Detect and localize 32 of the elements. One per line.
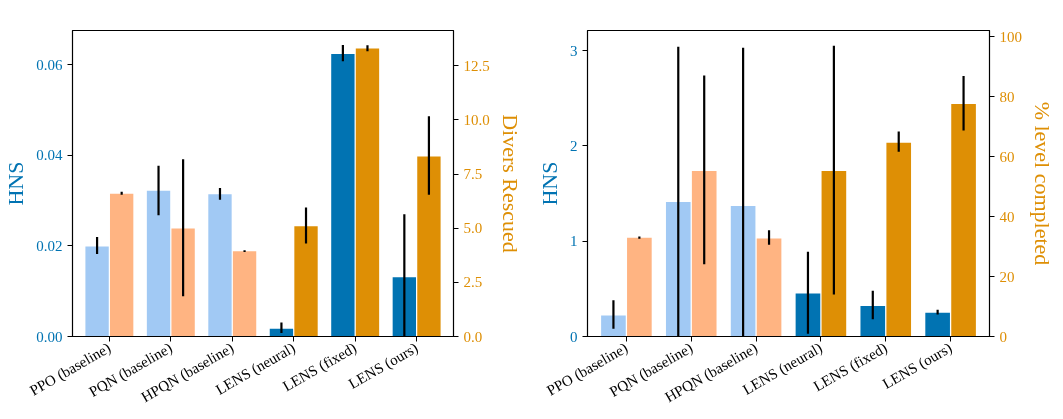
y2-tick-label: 2.5 — [463, 274, 483, 291]
y-tick-label: 0.02 — [36, 237, 63, 254]
y2-axis-title: % level completed — [1030, 101, 1055, 266]
y2-axis-title: Divers Rescued — [497, 114, 523, 253]
y2-tick-label: 12.5 — [463, 57, 490, 74]
y2-tick-label: 20 — [999, 268, 1015, 285]
bar — [294, 226, 318, 337]
y2-tick-label: 7.5 — [463, 166, 483, 183]
y-tick-label: 0.00 — [36, 328, 63, 345]
y-tick-label: 0.04 — [36, 147, 63, 164]
bar — [627, 237, 652, 337]
y2-tick-label: 0.0 — [463, 328, 483, 345]
y-tick-label: 1 — [570, 233, 578, 250]
y-tick-label: 0.06 — [36, 56, 63, 73]
bar — [860, 306, 886, 337]
y-axis-title: HNS — [3, 161, 29, 206]
bar — [821, 170, 847, 337]
y2-tick-label: 5.0 — [463, 220, 483, 237]
y-tick-label: 3 — [570, 42, 578, 59]
y2-tick-label: 0 — [999, 328, 1007, 345]
y2-tick-label: 10.0 — [463, 111, 490, 128]
y2-tick-label: 60 — [999, 148, 1015, 165]
y-tick-label: 0 — [570, 328, 578, 345]
bar — [925, 312, 950, 337]
y-axis-title: HNS — [537, 161, 562, 206]
bar — [886, 142, 912, 337]
bar — [417, 156, 441, 337]
y-tick-label: 2 — [570, 137, 578, 154]
bar — [951, 104, 976, 337]
y2-tick-label: 80 — [999, 88, 1015, 105]
y2-tick-label: 100 — [999, 28, 1022, 45]
y2-tick-label: 40 — [999, 208, 1015, 225]
